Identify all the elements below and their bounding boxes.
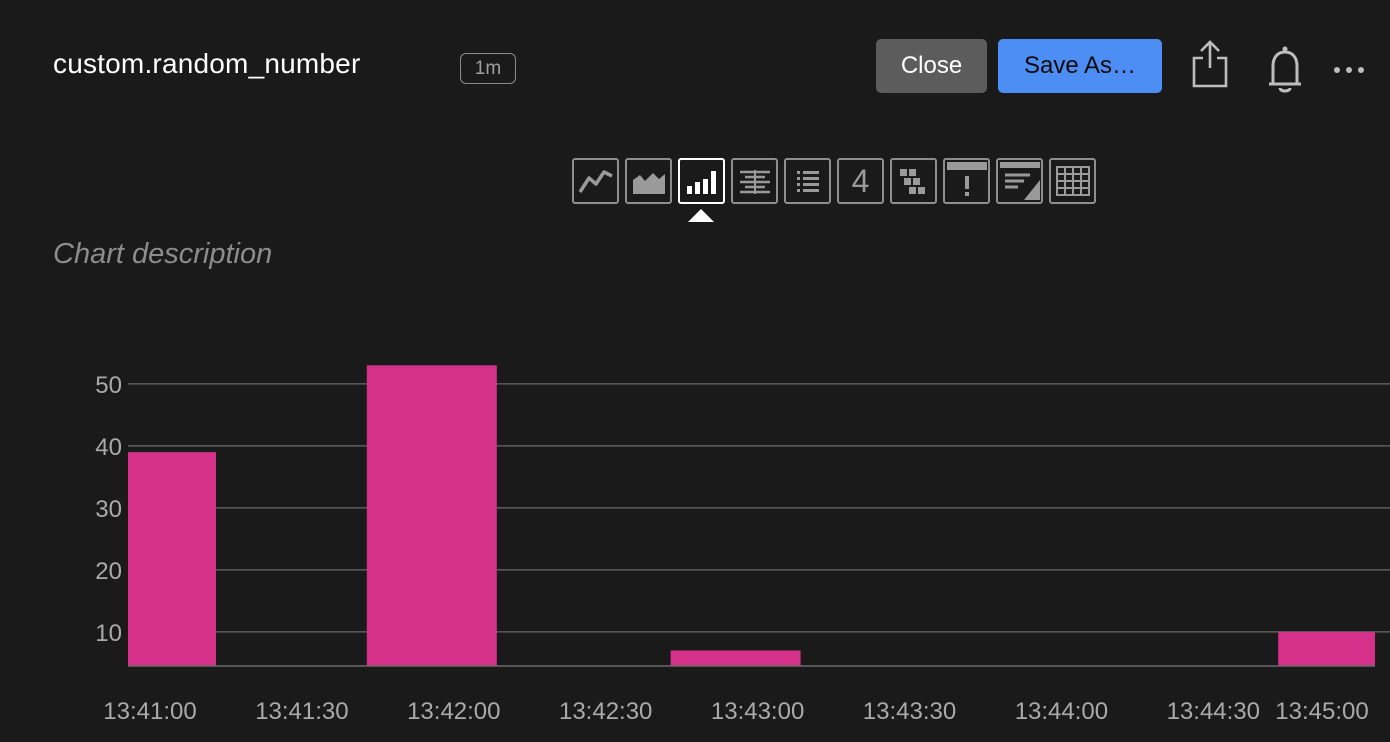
bar-13:41:00[interactable] [128, 452, 216, 666]
x-tick-label: 13:44:00 [1015, 698, 1108, 725]
active-tool-indicator [688, 209, 714, 222]
column-chart-icon[interactable] [678, 158, 725, 204]
bar-13:42:00[interactable] [366, 365, 497, 666]
y-tick-label: 10 [95, 620, 122, 647]
text-note-icon[interactable] [996, 158, 1043, 204]
table-icon[interactable] [1049, 158, 1096, 204]
x-tick-label: 13:43:00 [711, 698, 804, 725]
y-tick-label: 20 [95, 558, 122, 585]
y-tick-label: 40 [95, 434, 122, 461]
bar-13:43:00[interactable] [670, 650, 801, 667]
x-tick-label: 13:41:00 [103, 698, 196, 725]
event-feed-icon[interactable] [890, 158, 937, 204]
alert-icon[interactable] [943, 158, 990, 204]
area-chart-icon[interactable] [625, 158, 672, 204]
x-tick-label: 13:42:30 [559, 698, 652, 725]
x-tick-label: 13:42:00 [407, 698, 500, 725]
line-chart-icon[interactable] [572, 158, 619, 204]
list-icon[interactable] [784, 158, 831, 204]
chart-description[interactable]: Chart description [53, 238, 273, 270]
bar-13:45:00[interactable] [1278, 631, 1375, 666]
single-value-icon[interactable]: 4 [837, 158, 884, 204]
bar-chart: 10 20 30 40 50 13:41:00 13:41:30 13:42:00 13:42:… [95, 365, 1390, 725]
bell-icon[interactable] [1263, 44, 1307, 94]
x-tick-label: 13:41:30 [255, 698, 348, 725]
more-icon[interactable] [1332, 64, 1366, 76]
y-tick-label: 50 [95, 372, 122, 399]
x-tick-label: 13:44:30 [1167, 698, 1260, 725]
y-tick-label: 30 [95, 496, 122, 523]
x-tick-label: 13:45:00 [1275, 698, 1368, 725]
interval-badge: 1m [460, 53, 516, 84]
heatmap-icon[interactable] [731, 158, 778, 204]
save-as-button[interactable]: Save As… [998, 39, 1162, 93]
close-button[interactable]: Close [876, 39, 987, 93]
chart-title: custom.random_number [53, 48, 361, 79]
share-icon[interactable] [1190, 38, 1230, 90]
x-tick-label: 13:43:30 [863, 698, 956, 725]
